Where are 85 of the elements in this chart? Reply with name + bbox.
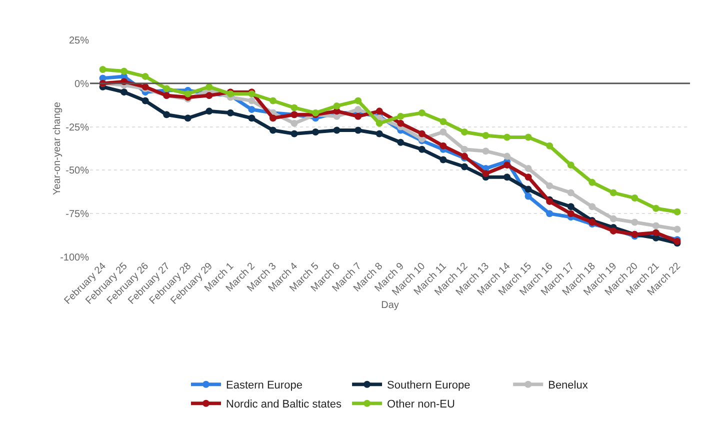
point xyxy=(482,132,490,139)
point xyxy=(440,128,447,136)
point xyxy=(376,108,383,115)
point xyxy=(567,210,574,218)
legend-label: Nordic and Baltic states xyxy=(226,398,342,411)
point xyxy=(376,120,383,127)
y-tick-label: 0% xyxy=(74,78,90,90)
point xyxy=(567,161,574,168)
y-tick-label: -50% xyxy=(66,166,90,177)
y-tick-label: -100% xyxy=(60,252,90,264)
point xyxy=(460,163,468,170)
legend-label: Eastern Europe xyxy=(226,380,302,392)
point xyxy=(248,97,256,104)
point xyxy=(418,130,426,138)
point xyxy=(652,222,660,230)
y-tick-label: 25% xyxy=(68,36,90,46)
legend-label: Benelux xyxy=(548,380,588,392)
point xyxy=(588,178,596,186)
point xyxy=(333,126,340,134)
point xyxy=(397,112,404,120)
legend-label: Other non-EU xyxy=(387,398,455,411)
point xyxy=(142,97,149,104)
point xyxy=(504,152,511,160)
point xyxy=(99,66,106,74)
point xyxy=(546,182,554,190)
point xyxy=(504,161,511,168)
point xyxy=(631,194,638,202)
point xyxy=(524,174,532,181)
point xyxy=(524,164,532,172)
point xyxy=(631,218,638,226)
point xyxy=(567,189,574,196)
point xyxy=(440,156,447,164)
legend-label: Southern Europe xyxy=(387,380,470,392)
point xyxy=(376,130,383,138)
x-axis-title: Day xyxy=(381,300,399,312)
point xyxy=(546,210,554,218)
point xyxy=(269,97,276,104)
point xyxy=(546,142,554,150)
point xyxy=(397,120,404,127)
point xyxy=(460,128,468,136)
point xyxy=(142,72,149,80)
point xyxy=(440,142,447,150)
point xyxy=(163,111,170,118)
point xyxy=(418,109,426,116)
point xyxy=(440,118,447,126)
point xyxy=(588,203,596,210)
point xyxy=(504,134,511,141)
point xyxy=(524,192,532,200)
point xyxy=(269,126,276,134)
point xyxy=(120,68,128,75)
point xyxy=(460,146,468,153)
point xyxy=(120,88,128,96)
point xyxy=(354,106,362,113)
point xyxy=(269,114,276,122)
y-axis-title: Year-on-year change xyxy=(52,102,63,196)
point xyxy=(674,226,681,233)
y-tick-label: -25% xyxy=(66,122,90,134)
point xyxy=(504,174,511,181)
point xyxy=(184,90,192,98)
point xyxy=(482,170,490,178)
point xyxy=(418,146,426,153)
point xyxy=(290,104,298,112)
point xyxy=(524,186,532,193)
point xyxy=(333,102,340,110)
point xyxy=(567,203,574,210)
point xyxy=(674,208,681,216)
point xyxy=(248,106,256,113)
point xyxy=(206,83,213,90)
point xyxy=(354,97,362,104)
point xyxy=(397,138,404,146)
point xyxy=(248,114,256,122)
point xyxy=(184,114,192,122)
point xyxy=(206,108,213,115)
point xyxy=(312,128,320,136)
point xyxy=(290,120,298,127)
point xyxy=(610,189,617,196)
point xyxy=(524,134,532,141)
point xyxy=(354,126,362,134)
point xyxy=(290,130,298,138)
point xyxy=(354,112,362,120)
point xyxy=(652,204,660,212)
y-tick-label: -75% xyxy=(66,209,90,220)
point xyxy=(482,148,490,155)
point xyxy=(610,215,617,222)
point xyxy=(226,109,234,116)
